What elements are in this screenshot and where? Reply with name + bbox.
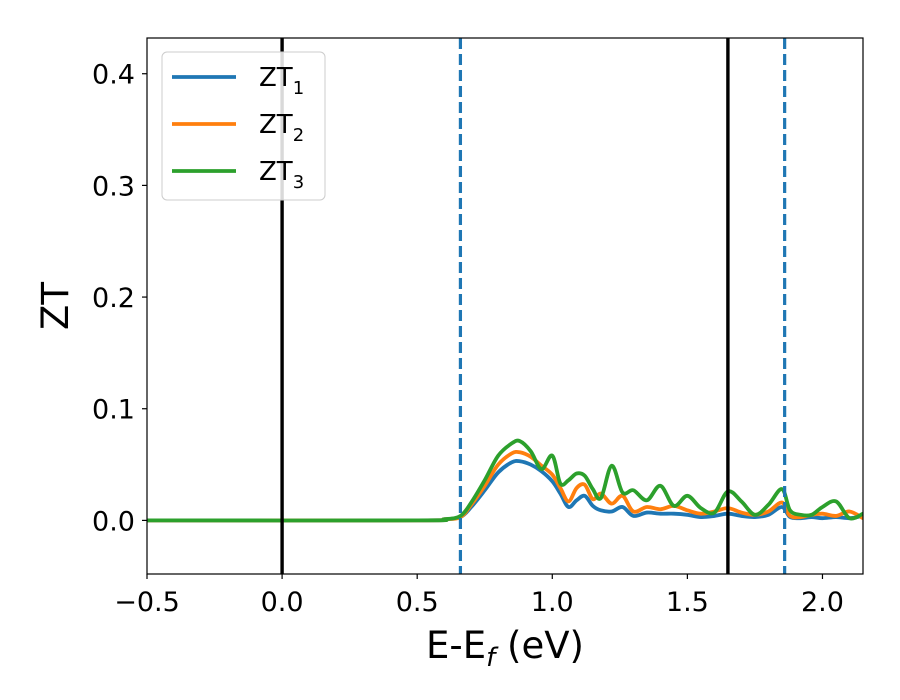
- y-tick-label: 0.0: [92, 506, 135, 537]
- legend-label-3: ZT3: [259, 157, 304, 193]
- x-tick-label: −0.5: [114, 587, 180, 618]
- series-layer: [147, 438, 863, 523]
- y-axis-ticks: 0.0 0.1 0.2 0.3 0.4: [92, 60, 147, 537]
- legend-label-1: ZT1: [259, 63, 304, 99]
- series-line-2: [147, 449, 863, 523]
- legend-label-2: ZT2: [259, 110, 304, 146]
- x-tick-label: 0.0: [261, 587, 304, 618]
- reference-lines: [280, 38, 787, 574]
- x-tick-label: 2.0: [801, 587, 844, 618]
- series-line-1: [147, 459, 863, 523]
- x-axis-label-unit: (eV): [495, 624, 584, 667]
- series-line-3: [147, 438, 863, 523]
- y-tick-label: 0.1: [92, 395, 135, 426]
- y-tick-label: 0.3: [92, 171, 135, 202]
- plot-frame: [146, 37, 864, 575]
- y-tick-label: 0.4: [92, 60, 135, 91]
- x-tick-label: 1.5: [666, 587, 709, 618]
- y-tick-label: 0.2: [92, 283, 135, 314]
- x-tick-label: 0.5: [396, 587, 439, 618]
- x-axis-ticks: −0.5 0.0 0.5 1.0 1.5 2.0: [114, 574, 844, 618]
- legend: ZT1 ZT2 ZT3: [161, 51, 326, 201]
- legend-box: [161, 51, 326, 201]
- x-axis-label: E-Ef (eV): [426, 624, 584, 673]
- y-axis-label: ZT: [34, 282, 77, 330]
- x-tick-label: 1.0: [531, 587, 574, 618]
